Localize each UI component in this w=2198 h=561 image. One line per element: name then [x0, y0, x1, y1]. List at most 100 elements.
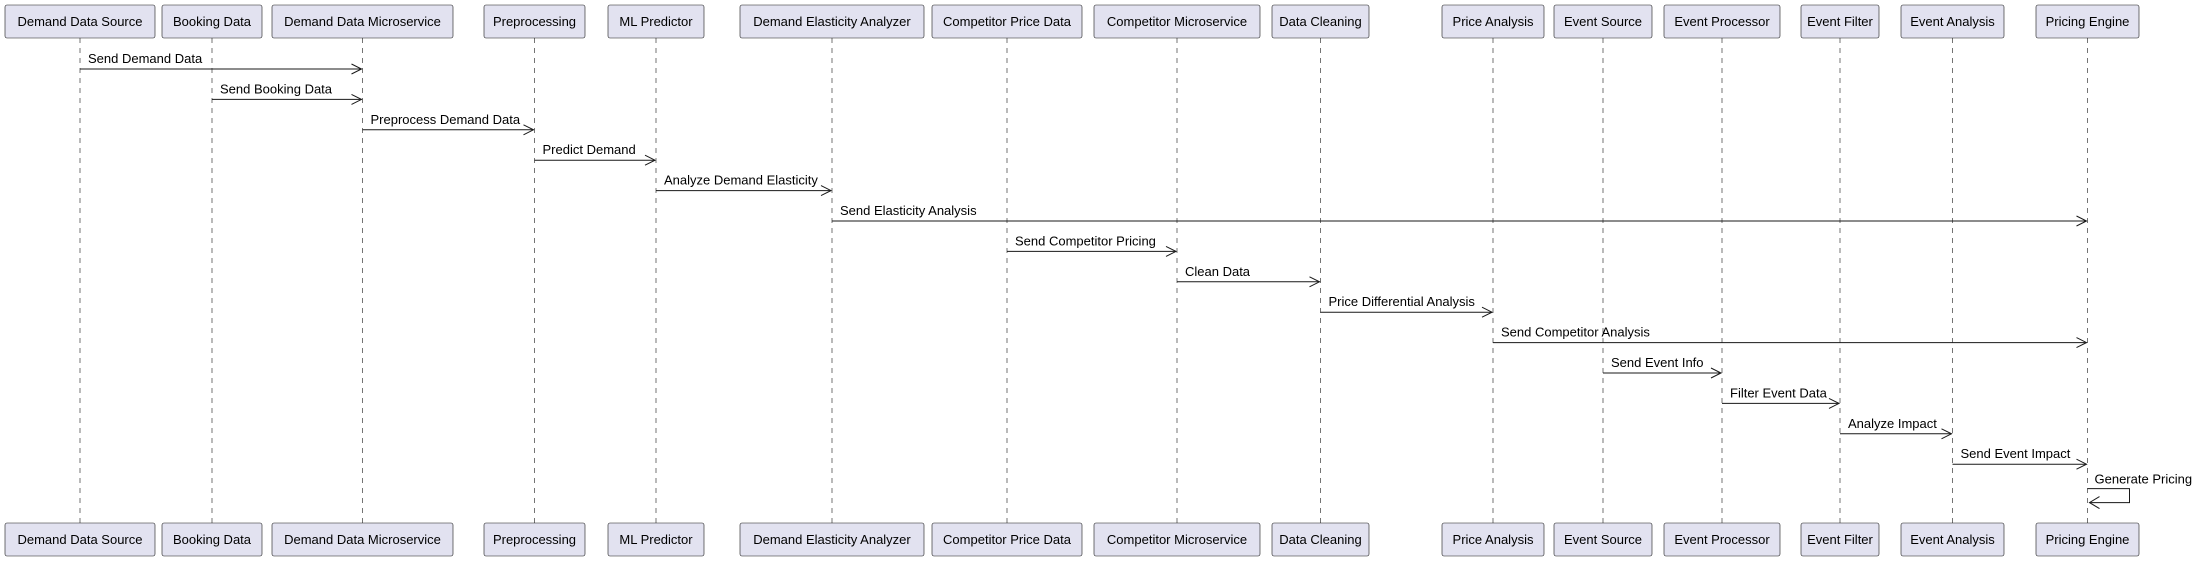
participant-box [1441, 4, 1545, 39]
participant-label: Demand Data Source [17, 532, 142, 547]
participant-label: Event Processor [1674, 14, 1770, 29]
message-send-demand-data: Send Demand Data [80, 51, 363, 75]
message-label: Send Booking Data [220, 81, 333, 96]
message-arrow-head [2088, 496, 2100, 510]
participant-box [607, 522, 705, 557]
participant-box [1663, 4, 1781, 39]
participant-bottom-demand-elasticity-analyzer: Demand Elasticity Analyzer [739, 522, 925, 557]
participant-row-top: Demand Data Source Booking Data Demand Dat… [4, 4, 2140, 39]
participant-box [1271, 4, 1370, 39]
participant-box [1093, 522, 1261, 557]
message-send-event-impact: Send Event Impact [1952, 446, 2088, 470]
participant-box [1553, 4, 1653, 39]
participant-label: Price Analysis [1453, 14, 1534, 29]
message-arrow-head [1481, 306, 1494, 318]
message-arrow-head [1309, 276, 1321, 288]
participant-box [1553, 522, 1653, 557]
message-price-differential-analysis: Price Differential Analysis [1320, 294, 1494, 318]
participant-label: Demand Data Source [17, 14, 142, 29]
message-arrow-head [351, 93, 363, 105]
message-label: Predict Demand [543, 142, 636, 157]
message-send-event-info: Send Event Info [1603, 355, 1723, 379]
message-label: Clean Data [1185, 264, 1251, 279]
message-send-booking-data: Send Booking Data [212, 81, 363, 105]
participant-label: Event Source [1564, 532, 1642, 547]
message-label: Send Competitor Pricing [1015, 233, 1156, 248]
participant-top-event-source: Event Source [1553, 4, 1653, 39]
participant-box [931, 522, 1083, 557]
participant-box [2035, 522, 2140, 557]
participant-label: Event Analysis [1910, 532, 1995, 547]
message-arrow-line [2087, 488, 2130, 504]
participant-top-event-processor: Event Processor [1663, 4, 1781, 39]
participant-bottom-competitor-microservice: Competitor Microservice [1093, 522, 1261, 557]
message-predict-demand: Predict Demand [534, 142, 657, 166]
participant-bottom-price-analysis: Price Analysis [1441, 522, 1545, 557]
message-arrow-head [1941, 428, 1953, 440]
message-generate-pricing: Generate Pricing [2087, 472, 2193, 510]
participant-bottom-booking-data: Booking Data [161, 522, 263, 557]
message-filter-event-data: Filter Event Data [1722, 385, 1841, 409]
participant-label: Event Source [1564, 14, 1642, 29]
participant-top-pricing-engine: Pricing Engine [2035, 4, 2140, 39]
participant-top-data-cleaning: Data Cleaning [1271, 4, 1370, 39]
participant-top-demand-elasticity-analyzer: Demand Elasticity Analyzer [739, 4, 925, 39]
participant-bottom-ml-predictor: ML Predictor [607, 522, 705, 557]
participant-box [483, 522, 586, 557]
message-label: Preprocess Demand Data [371, 112, 521, 127]
message-analyze-demand-elasticity: Analyze Demand Elasticity [656, 173, 833, 197]
message-arrow-head [1710, 367, 1723, 379]
participant-top-event-analysis: Event Analysis [1900, 4, 2005, 39]
participant-label: Event Filter [1807, 532, 1873, 547]
participant-bottom-demand-data-source: Demand Data Source [4, 522, 156, 557]
message-arrow-head [2076, 337, 2088, 349]
message-label: Send Demand Data [88, 51, 203, 66]
message-arrow-head [644, 154, 657, 166]
message-send-competitor-analysis: Send Competitor Analysis [1493, 325, 2088, 349]
participant-label: Event Processor [1674, 532, 1770, 547]
message-arrow-head [820, 185, 833, 197]
participant-label: Event Analysis [1910, 14, 1995, 29]
participant-top-price-analysis: Price Analysis [1441, 4, 1545, 39]
participant-box [161, 4, 263, 39]
participant-bottom-preprocessing: Preprocessing [483, 522, 586, 557]
participant-box [1271, 522, 1370, 557]
participant-box [607, 4, 705, 39]
message-send-competitor-pricing: Send Competitor Pricing [1007, 233, 1178, 257]
message-arrow-head [1165, 245, 1178, 257]
participant-box [1663, 522, 1781, 557]
message-label: Filter Event Data [1730, 385, 1828, 400]
participant-box [2035, 4, 2140, 39]
messages: Send Demand Data Send Booking Data Preproc… [80, 51, 2193, 510]
participant-top-competitor-price-data: Competitor Price Data [931, 4, 1083, 39]
participant-box [1900, 4, 2005, 39]
participant-label: Preprocessing [493, 532, 576, 547]
message-label: Send Competitor Analysis [1501, 325, 1650, 340]
message-arrow-head [523, 124, 535, 136]
participant-label: Pricing Engine [2046, 14, 2130, 29]
participant-box [271, 522, 454, 557]
participant-bottom-competitor-price-data: Competitor Price Data [931, 522, 1083, 557]
message-label: Analyze Impact [1848, 416, 1937, 431]
participant-bottom-event-analysis: Event Analysis [1900, 522, 2005, 557]
participant-label: Preprocessing [493, 14, 576, 29]
participant-box [1441, 522, 1545, 557]
message-label: Send Event Impact [1961, 446, 2071, 461]
participant-top-booking-data: Booking Data [161, 4, 263, 39]
participant-label: Event Filter [1807, 14, 1873, 29]
message-analyze-impact: Analyze Impact [1840, 416, 1953, 440]
message-send-elasticity-analysis: Send Elasticity Analysis [832, 203, 2088, 227]
participant-bottom-demand-data-microservice: Demand Data Microservice [271, 522, 454, 557]
participant-label: Demand Elasticity Analyzer [753, 14, 911, 29]
message-label: Send Event Info [1611, 355, 1704, 370]
participant-box [1800, 522, 1880, 557]
message-label: Analyze Demand Elasticity [664, 173, 818, 188]
participant-box [931, 4, 1083, 39]
message-arrow-head [2076, 215, 2088, 227]
participant-label: Demand Elasticity Analyzer [753, 532, 911, 547]
participant-box [1900, 522, 2005, 557]
participant-label: Competitor Price Data [943, 532, 1072, 547]
participant-box [739, 4, 925, 39]
participant-label: ML Predictor [619, 532, 693, 547]
message-label: Generate Pricing [2095, 472, 2193, 487]
